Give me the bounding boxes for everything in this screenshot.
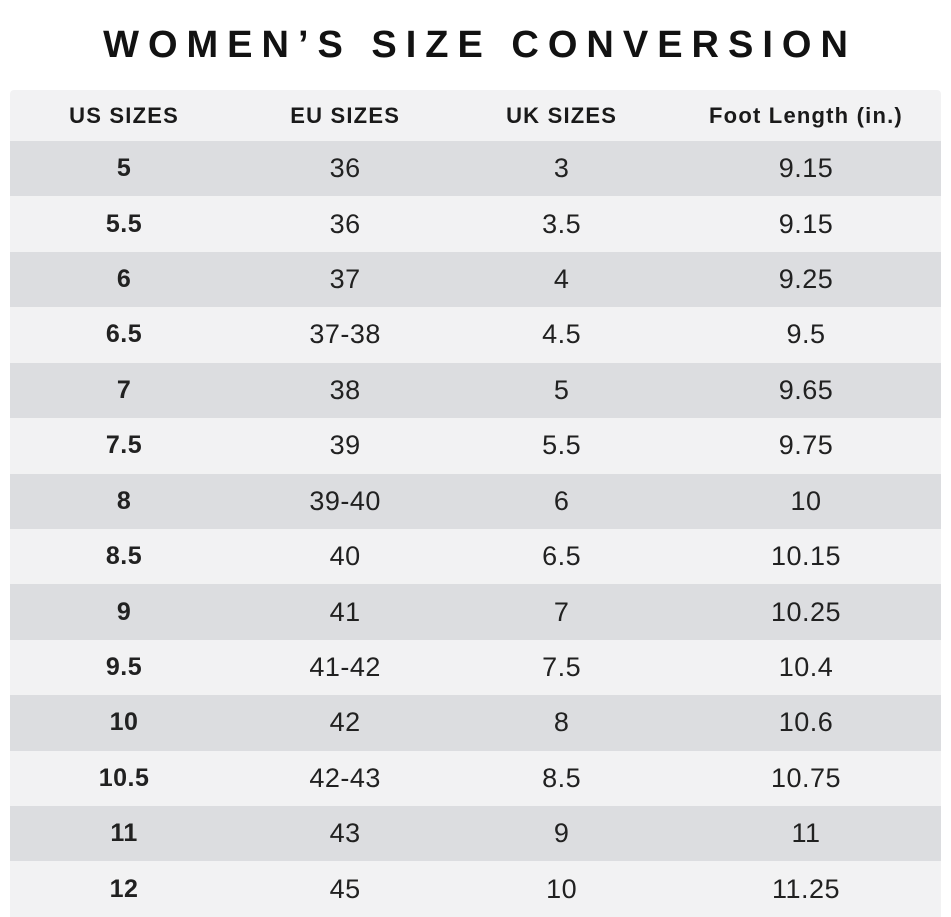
size-conversion-table: US SIZES EU SIZES UK SIZES Foot Length (… bbox=[10, 90, 941, 917]
eu-size-cell: 39-40 bbox=[238, 473, 453, 529]
us-size-cell: 7.5 bbox=[10, 418, 239, 474]
uk-size-cell: 7.5 bbox=[452, 639, 671, 696]
eu-size-cell: 42 bbox=[238, 695, 453, 751]
foot-length-cell: 9.15 bbox=[671, 196, 941, 252]
foot-length-cell: 10.6 bbox=[671, 695, 941, 751]
us-size-cell: 12 bbox=[10, 861, 239, 917]
uk-size-cell: 9 bbox=[452, 806, 671, 862]
foot-length-cell: 9.15 bbox=[671, 141, 941, 197]
us-size-cell: 6 bbox=[10, 251, 239, 308]
table-row: 7 38 5 9.65 bbox=[10, 362, 941, 419]
uk-size-cell: 8.5 bbox=[452, 750, 671, 807]
eu-size-cell: 41-42 bbox=[238, 639, 453, 696]
page-title: WOMEN’S SIZE CONVERSION bbox=[103, 23, 857, 66]
table-row: 5 36 3 9.15 bbox=[10, 141, 941, 197]
table-row: 12 45 10 11.25 bbox=[10, 861, 941, 917]
eu-size-cell: 42-43 bbox=[238, 750, 453, 807]
us-size-cell: 10 bbox=[10, 695, 239, 751]
us-size-cell: 9 bbox=[10, 584, 239, 640]
eu-size-cell: 39 bbox=[238, 418, 453, 474]
foot-length-cell: 9.75 bbox=[671, 418, 941, 474]
us-size-cell: 10.5 bbox=[10, 750, 239, 807]
column-header-uk: UK SIZES bbox=[452, 90, 671, 141]
eu-size-cell: 37-38 bbox=[238, 307, 453, 363]
us-size-cell: 5 bbox=[10, 141, 239, 197]
us-size-cell: 8.5 bbox=[10, 528, 239, 585]
eu-size-cell: 36 bbox=[238, 196, 453, 252]
us-size-cell: 9.5 bbox=[10, 639, 239, 696]
table-row: 8 39-40 6 10 bbox=[10, 473, 941, 529]
table-row: 9 41 7 10.25 bbox=[10, 584, 941, 640]
foot-length-cell: 10.25 bbox=[671, 584, 941, 640]
column-header-foot: Foot Length (in.) bbox=[671, 90, 941, 141]
table-row: 10 42 8 10.6 bbox=[10, 695, 941, 751]
us-size-cell: 7 bbox=[10, 362, 239, 419]
table-row: 9.5 41-42 7.5 10.4 bbox=[10, 639, 941, 696]
column-header-us: US SIZES bbox=[10, 90, 239, 141]
eu-size-cell: 37 bbox=[238, 251, 453, 308]
eu-size-cell: 45 bbox=[238, 861, 453, 917]
table-row: 5.5 36 3.5 9.15 bbox=[10, 196, 941, 252]
table-row: 7.5 39 5.5 9.75 bbox=[10, 418, 941, 474]
header-row: US SIZES EU SIZES UK SIZES Foot Length (… bbox=[10, 90, 941, 141]
size-table-body: 5 36 3 9.15 5.5 36 3.5 9.15 6 37 4 9.25 6.5 37-38 4.5 9… bbox=[10, 141, 941, 917]
table-header: US SIZES EU SIZES UK SIZES Foot Length (… bbox=[10, 90, 941, 141]
foot-length-cell: 9.65 bbox=[671, 362, 941, 419]
column-header-eu: EU SIZES bbox=[238, 90, 453, 141]
us-size-cell: 8 bbox=[10, 473, 239, 529]
foot-length-cell: 10 bbox=[671, 473, 941, 529]
table-row: 6.5 37-38 4.5 9.5 bbox=[10, 307, 941, 363]
foot-length-cell: 9.5 bbox=[671, 307, 941, 363]
uk-size-cell: 3.5 bbox=[452, 196, 671, 252]
eu-size-cell: 43 bbox=[238, 806, 453, 862]
eu-size-cell: 41 bbox=[238, 584, 453, 640]
us-size-cell: 5.5 bbox=[10, 196, 239, 252]
uk-size-cell: 5.5 bbox=[452, 418, 671, 474]
table-row: 11 43 9 11 bbox=[10, 806, 941, 862]
foot-length-cell: 10.75 bbox=[671, 750, 941, 807]
foot-length-cell: 10.15 bbox=[671, 528, 941, 585]
foot-length-cell: 9.25 bbox=[671, 251, 941, 308]
uk-size-cell: 8 bbox=[452, 695, 671, 751]
eu-size-cell: 38 bbox=[238, 362, 453, 419]
uk-size-cell: 4.5 bbox=[452, 307, 671, 363]
table-row: 8.5 40 6.5 10.15 bbox=[10, 528, 941, 585]
foot-length-cell: 11 bbox=[671, 806, 941, 862]
us-size-cell: 11 bbox=[10, 806, 239, 862]
uk-size-cell: 6.5 bbox=[452, 528, 671, 585]
uk-size-cell: 5 bbox=[452, 362, 671, 419]
eu-size-cell: 40 bbox=[238, 528, 453, 585]
foot-length-cell: 11.25 bbox=[671, 861, 941, 917]
uk-size-cell: 3 bbox=[452, 141, 671, 197]
uk-size-cell: 6 bbox=[452, 473, 671, 529]
eu-size-cell: 36 bbox=[238, 141, 453, 197]
table-row: 10.5 42-43 8.5 10.75 bbox=[10, 750, 941, 807]
table-row: 6 37 4 9.25 bbox=[10, 251, 941, 308]
uk-size-cell: 4 bbox=[452, 251, 671, 308]
uk-size-cell: 7 bbox=[452, 584, 671, 640]
foot-length-cell: 10.4 bbox=[671, 639, 941, 696]
uk-size-cell: 10 bbox=[452, 861, 671, 917]
us-size-cell: 6.5 bbox=[10, 307, 239, 363]
